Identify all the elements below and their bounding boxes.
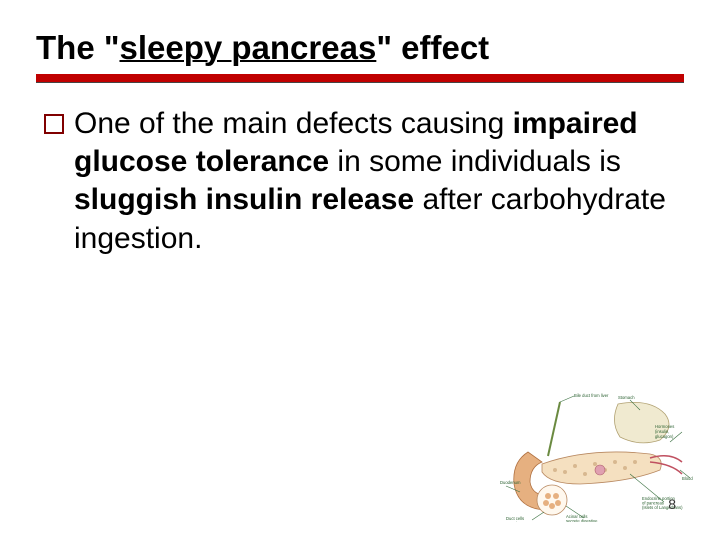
title-wrap: The "sleepy pancreas" effect — [36, 28, 684, 83]
seg-3: sluggish insulin release — [74, 183, 414, 216]
title-suffix: " effect — [376, 29, 489, 66]
page-number: 8 — [668, 496, 676, 512]
label-acinar: Acinar cells secrete digestive enzymes — [566, 514, 599, 522]
seg-2: in some individuals is — [329, 145, 621, 178]
label-bile-duct: Bile duct from liver — [574, 393, 609, 398]
label-duodenum: Duodenum — [500, 480, 521, 485]
zoom-acinus — [537, 485, 567, 515]
label-endocrine: Endocrine portion of pancreas (Islets of… — [642, 496, 683, 510]
title-prefix: The " — [36, 29, 119, 66]
title-rule-red — [36, 74, 684, 82]
slide: The "sleepy pancreas" effect One of the … — [0, 0, 720, 540]
label-stomach: Stomach — [618, 395, 635, 400]
bullet-square-icon — [44, 114, 64, 134]
title-underlined: sleepy pancreas — [119, 29, 376, 66]
bullet-text: One of the main defects causing impaired… — [74, 105, 684, 259]
label-blood: Blood — [682, 476, 693, 481]
body-area: One of the main defects causing impaired… — [36, 105, 684, 259]
bile-duct — [548, 402, 560, 456]
slide-title: The "sleepy pancreas" effect — [36, 28, 684, 68]
seg-0: One of the main defects causing — [74, 107, 513, 140]
title-rule-thin — [36, 82, 684, 83]
islet-shape — [595, 465, 605, 475]
label-hormones: Hormones (insulin, glucagon) — [655, 424, 676, 439]
label-duct-cells: Duct cells secrete aqueous NaHCO3 soluti… — [506, 516, 539, 522]
